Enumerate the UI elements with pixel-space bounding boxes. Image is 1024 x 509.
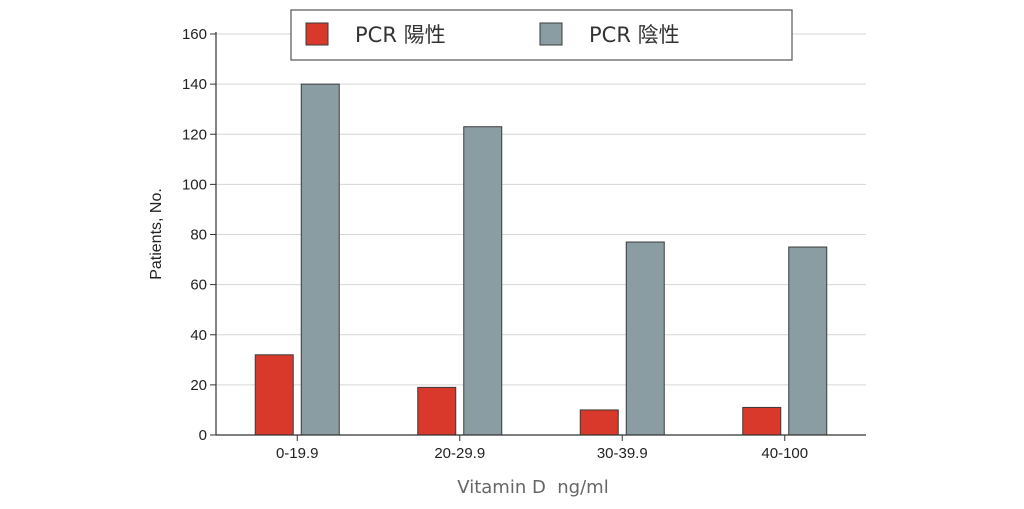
y-tick-label: 100	[182, 176, 207, 193]
y-tick-label: 40	[190, 327, 207, 344]
legend-swatch-0	[305, 22, 329, 46]
y-tick-labels: 0 20 40 60 80 100 120 140 160	[182, 26, 207, 444]
y-tick-label: 140	[182, 76, 207, 93]
x-tick-label: 20-29.9	[434, 445, 485, 462]
bar-pcr-negative-2	[625, 241, 665, 436]
y-tick-label: 120	[182, 126, 207, 143]
y-tick-label: 0	[199, 427, 207, 444]
x-tick-label: 40-100	[761, 445, 808, 462]
bar-pcr-negative-1	[463, 126, 503, 436]
legend-label-1: PCR 陰性	[589, 23, 680, 47]
x-tick-labels: 0-19.9 20-29.9 30-39.9 40-100	[276, 445, 808, 462]
x-tick-label: 0-19.9	[276, 445, 319, 462]
y-tick-label: 60	[190, 277, 207, 294]
bar-pcr-positive-0	[254, 354, 294, 436]
y-axis-title: Patients, No.	[148, 188, 165, 280]
y-tick-label: 160	[182, 26, 207, 43]
bar-pcr-positive-1	[417, 386, 457, 436]
x-tick-label: 30-39.9	[597, 445, 648, 462]
axes	[210, 32, 866, 441]
legend: PCR 陽性 PCR 陰性	[290, 9, 793, 61]
bars	[254, 83, 828, 436]
y-tick-label: 20	[190, 377, 207, 394]
legend-label-0: PCR 陽性	[355, 23, 446, 47]
bar-pcr-negative-3	[788, 246, 828, 436]
y-tick-label: 80	[190, 227, 207, 244]
legend-swatch-1	[539, 22, 563, 46]
bar-pcr-negative-0	[300, 83, 340, 436]
x-axis-title: Vitamin D ng/ml	[457, 477, 608, 498]
bar-pcr-positive-3	[742, 406, 782, 436]
bar-pcr-positive-2	[579, 409, 619, 436]
